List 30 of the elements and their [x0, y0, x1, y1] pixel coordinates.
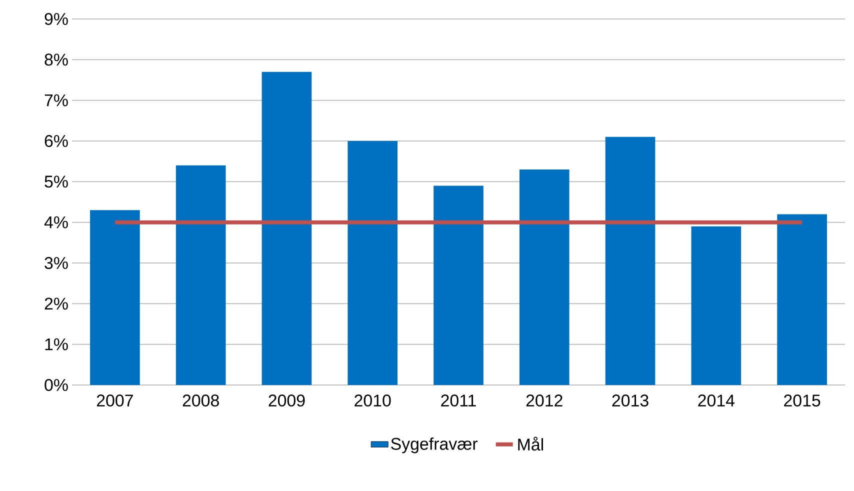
- bar: [348, 141, 398, 385]
- y-tick-label: 1%: [45, 338, 68, 350]
- x-tick-label: 2009: [268, 394, 305, 407]
- x-tick-label: 2010: [354, 394, 391, 407]
- y-tick-label: 0%: [44, 379, 68, 391]
- y-tick-label: 3%: [44, 257, 68, 269]
- y-tick-label: 7%: [44, 94, 68, 106]
- x-tick-label: 2007: [96, 394, 133, 407]
- x-tick-label: 2008: [182, 394, 219, 407]
- y-tick-label: 5%: [44, 176, 68, 188]
- y-tick-label: 9%: [44, 13, 68, 25]
- bar: [691, 226, 742, 385]
- bar: [90, 210, 140, 385]
- legend-label: Sygefravær: [391, 437, 478, 454]
- bar: [777, 214, 827, 385]
- x-tick-label: 2011: [441, 394, 476, 407]
- legend-label: Mål: [518, 436, 543, 451]
- x-tick-label: 2015: [784, 394, 820, 407]
- bar: [262, 72, 312, 385]
- bar: [434, 186, 484, 385]
- y-tick-label: 4%: [44, 216, 68, 228]
- x-tick-label: 2012: [526, 394, 562, 407]
- y-tick-label: 2%: [44, 298, 68, 310]
- y-tick-label: 8%: [44, 54, 68, 66]
- bar: [519, 169, 570, 385]
- y-tick-label: 6%: [44, 135, 68, 147]
- bar: [176, 165, 226, 385]
- bar: [605, 136, 656, 385]
- x-tick-label: 2013: [612, 394, 648, 407]
- x-tick-label: 2014: [698, 394, 735, 407]
